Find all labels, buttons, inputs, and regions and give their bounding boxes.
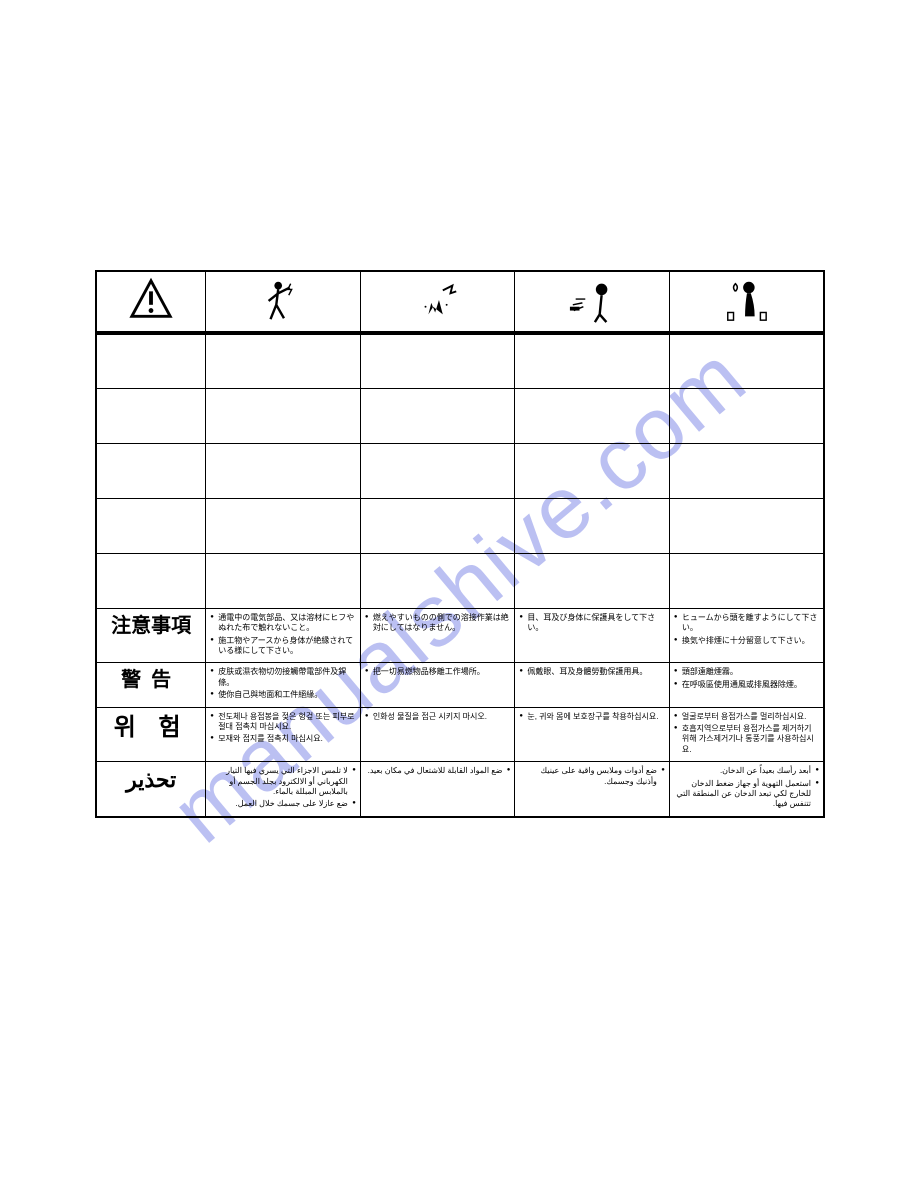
warning-triangle-icon — [127, 276, 175, 324]
arabic-label: تحذير — [96, 762, 206, 817]
korean-shock-cell: 전도체나 용접봉을 젖은 헝겊 또는 피부로 절대 접촉치 마십시요. 모재와 … — [206, 707, 361, 762]
fumes-icon-header — [669, 271, 824, 333]
korean-fumes-cell: 얼굴로부터 용접가스를 멀리하십시요. 호흡지역으로부터 용접가스를 제거하기 … — [669, 707, 824, 762]
icon-header-row — [96, 271, 824, 333]
chinese-shock-cell: 皮肤或濕衣物切勿接觸帶電部件及銲條。 使你自己與地面和工件絕緣。 — [206, 663, 361, 707]
electric-shock-icon — [259, 276, 307, 324]
safety-warning-table: 注意事項 通電中の電気部品、又は溶材にヒフやぬれた布で触れないこと。 施工物やア… — [95, 270, 825, 818]
empty-row-3 — [96, 443, 824, 498]
shock-icon-header — [206, 271, 361, 333]
empty-row-1 — [96, 333, 824, 388]
empty-row-2 — [96, 388, 824, 443]
japanese-label: 注意事項 — [96, 608, 206, 663]
fumes-icon — [722, 276, 770, 324]
explosion-icon — [414, 276, 462, 324]
arc-rays-icon — [568, 276, 616, 324]
korean-row: 위 험 전도체나 용접봉을 젖은 헝겊 또는 피부로 절대 접촉치 마십시요. … — [96, 707, 824, 762]
chinese-label: 警告 — [96, 663, 206, 707]
chinese-fire-cell: 把一切易燃物品移離工作場所。 — [360, 663, 515, 707]
arabic-row: تحذير لا تلمس الاجزاء التي يسري فيها الت… — [96, 762, 824, 817]
arabic-fumes-cell: أبعد رأسك بعيداً عن الدخان. استعمل التهو… — [669, 762, 824, 817]
japanese-eyes-cell: 目、耳及び身体に保護具をして下さい。 — [515, 608, 670, 663]
warning-icon-header — [96, 271, 206, 333]
japanese-shock-cell: 通電中の電気部品、又は溶材にヒフやぬれた布で触れないこと。 施工物やアースから身… — [206, 608, 361, 663]
chinese-fumes-cell: 頭部遠離煙霧。 在呼吸區使用通風或排風器除煙。 — [669, 663, 824, 707]
japanese-row: 注意事項 通電中の電気部品、又は溶材にヒフやぬれた布で触れないこと。 施工物やア… — [96, 608, 824, 663]
empty-row-5 — [96, 553, 824, 608]
fire-icon-header — [360, 271, 515, 333]
japanese-fire-cell: 燃えやすいものの側での溶接作業は絶対にしてはなりません。 — [360, 608, 515, 663]
japanese-fumes-cell: ヒュームから頭を離すようにして下さい。 換気や排煙に十分留意して下さい。 — [669, 608, 824, 663]
korean-label: 위 험 — [96, 707, 206, 762]
korean-fire-cell: 인화성 물질을 접근 시키지 마시오. — [360, 707, 515, 762]
arabic-shock-cell: لا تلمس الاجزاء التي يسري فيها التيار ال… — [206, 762, 361, 817]
korean-eyes-cell: 눈, 귀와 몸에 보호장구를 착용하십시요. — [515, 707, 670, 762]
empty-row-4 — [96, 498, 824, 553]
chinese-eyes-cell: 佩戴眼、耳及身體勞動保護用具。 — [515, 663, 670, 707]
arabic-fire-cell: ضع المواد القابلة للاشتعال في مكان بعيد. — [360, 762, 515, 817]
arabic-eyes-cell: ضع أدوات وملابس واقية على عينيك وأذنيك و… — [515, 762, 670, 817]
eyes-icon-header — [515, 271, 670, 333]
chinese-row: 警告 皮肤或濕衣物切勿接觸帶電部件及銲條。 使你自己與地面和工件絕緣。 把一切易… — [96, 663, 824, 707]
